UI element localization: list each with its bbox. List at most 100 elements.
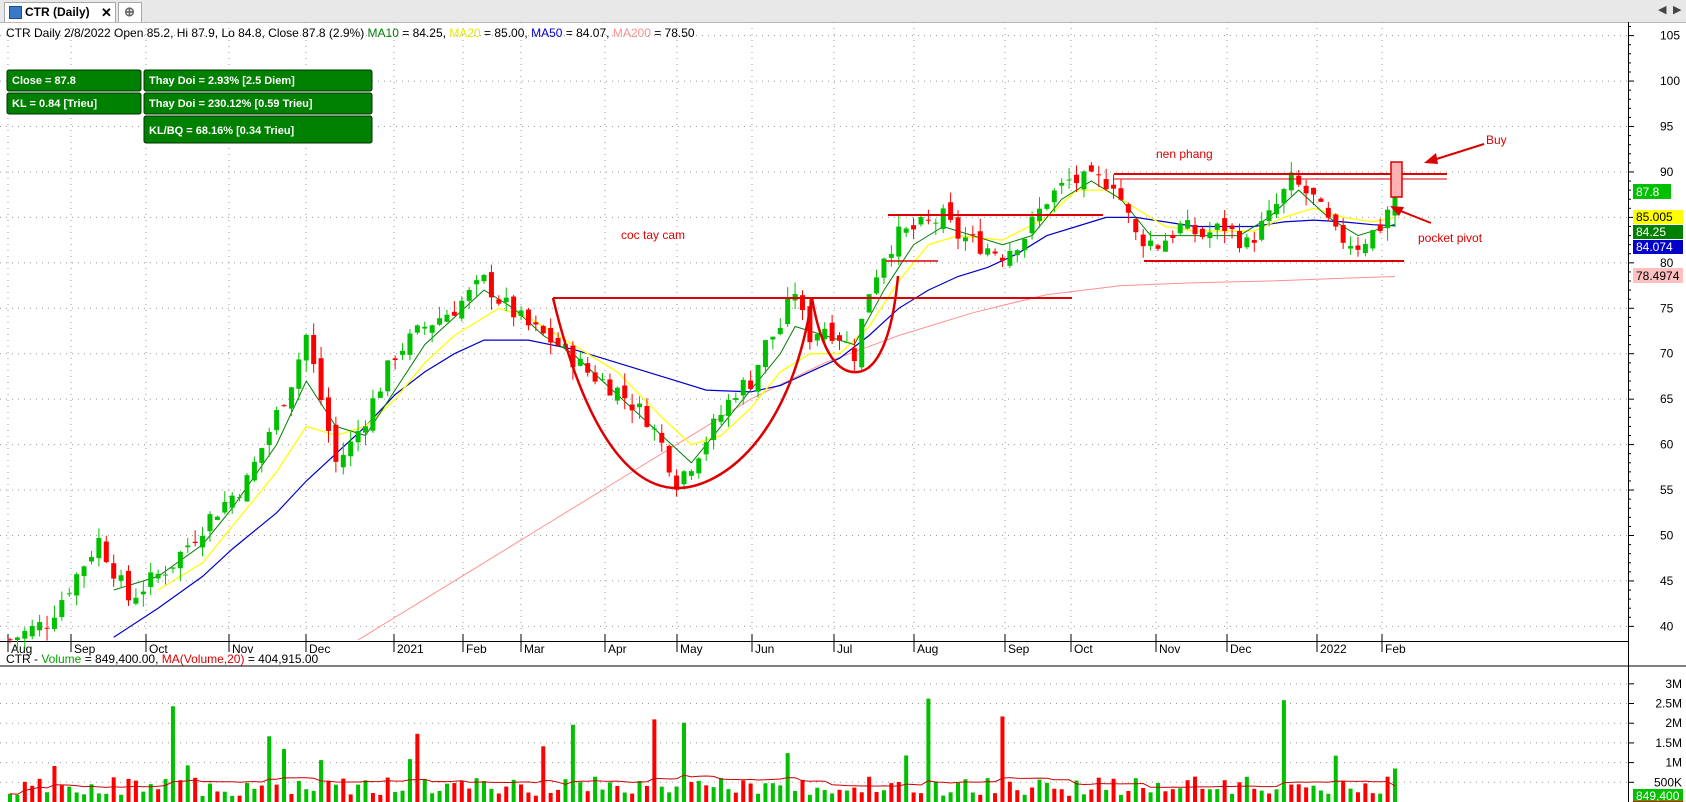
volume-bar: [282, 749, 287, 802]
cup-curve[interactable]: [551, 297, 814, 490]
candle-body: [881, 258, 887, 278]
ma50-badge: [1633, 240, 1683, 254]
volume-bar: [556, 789, 561, 802]
candle-body: [192, 541, 198, 543]
candle-body: [392, 358, 398, 361]
volume-bar: [689, 781, 694, 802]
candle-body: [140, 591, 146, 595]
candle-body: [1014, 250, 1020, 256]
volume-bar: [970, 792, 975, 802]
candle-body: [407, 333, 413, 355]
candle-body: [1266, 210, 1272, 221]
candlestick-series: [7, 161, 1398, 652]
volume-bar: [326, 781, 331, 802]
candle-body: [614, 387, 620, 401]
volume-bar: [1244, 776, 1249, 802]
candle-body: [962, 237, 968, 242]
candle-body: [7, 639, 13, 641]
candle-body: [755, 364, 761, 392]
x-tick-label: Oct: [149, 642, 168, 656]
scroll-right-icon[interactable]: ▶: [1673, 4, 1682, 16]
candle-body: [103, 541, 109, 563]
volume-bar: [104, 793, 109, 802]
volume-bar: [1104, 789, 1109, 802]
volume-bar: [607, 782, 612, 802]
new-tab-button[interactable]: ⊕: [118, 2, 142, 22]
volume-bar: [519, 784, 524, 802]
volume-bar: [1052, 788, 1057, 802]
volume-bar: [1155, 783, 1160, 802]
x-tick-label: Mar: [524, 642, 545, 656]
volume-bar: [348, 794, 353, 802]
volume-bar: [1230, 793, 1235, 802]
candle-body: [999, 257, 1005, 261]
candle-body: [629, 404, 635, 411]
volume-bar: [133, 780, 138, 802]
volume-bar: [896, 781, 901, 802]
buy-marker[interactable]: [1390, 161, 1403, 198]
handle-curve[interactable]: [810, 275, 900, 374]
buy-arrow-head: [1424, 153, 1438, 164]
volume-bar: [1207, 789, 1212, 802]
candle-body: [1362, 243, 1368, 254]
volume-bar: [837, 789, 842, 802]
y-tick-label: 100: [1660, 74, 1680, 88]
volume-bar: [67, 786, 72, 802]
volume-bar: [541, 746, 546, 802]
candle-body: [511, 296, 517, 318]
volume-bar: [911, 792, 916, 802]
y-tick-label: 50: [1660, 528, 1674, 542]
volume-bar: [807, 794, 812, 802]
candle-body: [1133, 219, 1139, 233]
price-header-ohlc: CTR Daily 2/8/2022 Open 85.2, Hi 87.9, L…: [6, 26, 364, 40]
candle-body: [155, 573, 161, 579]
candle-body: [1096, 174, 1102, 176]
volume-bar: [726, 789, 731, 802]
volume-bar: [822, 790, 827, 802]
volume-bar: [1044, 782, 1049, 802]
volume-bar: [8, 793, 12, 802]
volume-bar: [511, 779, 516, 802]
volume-bar: [867, 776, 872, 802]
close-icon[interactable]: ✕: [101, 5, 112, 20]
volume-bar: [570, 724, 575, 802]
chart-area[interactable]: 404550556065707580859095100105 AugSepOct…: [0, 22, 1686, 802]
ma10-label: MA10: [368, 26, 400, 40]
candle-body: [1103, 178, 1109, 190]
scroll-left-icon[interactable]: ◀: [1658, 4, 1667, 16]
candle-body: [200, 535, 206, 548]
volume-bar: [793, 790, 798, 802]
candle-body: [377, 391, 383, 398]
volume-bar: [96, 793, 101, 802]
candle-body: [570, 345, 576, 368]
close-badge-text: 87.8: [1636, 185, 1660, 199]
candle-body: [748, 380, 754, 389]
ma20-badge-text: 85.005: [1636, 210, 1673, 224]
volume-bar: [163, 779, 168, 802]
volume-bar: [1185, 780, 1190, 802]
candle-body: [903, 228, 909, 233]
candle-body: [14, 637, 20, 641]
tab-label: CTR (Daily): [25, 5, 90, 19]
stat-box-close: [6, 69, 142, 92]
candle-body: [866, 294, 872, 313]
volume-bar: [111, 777, 116, 802]
volume-ma-label: MA(Volume,20): [162, 652, 245, 666]
volume-bar: [311, 790, 316, 802]
candle-body: [1340, 225, 1346, 243]
candle-body: [896, 226, 902, 257]
volume-bar: [711, 787, 716, 802]
candle-body: [711, 418, 717, 441]
candle-body: [829, 322, 835, 341]
volume-bar: [1193, 776, 1198, 802]
volume-bar: [1378, 793, 1383, 802]
x-tick-label: Jun: [755, 642, 774, 656]
candle-body: [1303, 185, 1309, 194]
candle-body: [1236, 230, 1242, 249]
candle-body: [1207, 232, 1213, 239]
x-tick-label: Jul: [837, 642, 852, 656]
tab-ctr-daily[interactable]: CTR (Daily) ✕: [4, 2, 116, 22]
candle-body: [918, 217, 924, 225]
x-tick-label: Nov: [1159, 642, 1180, 656]
candle-body: [51, 617, 57, 630]
